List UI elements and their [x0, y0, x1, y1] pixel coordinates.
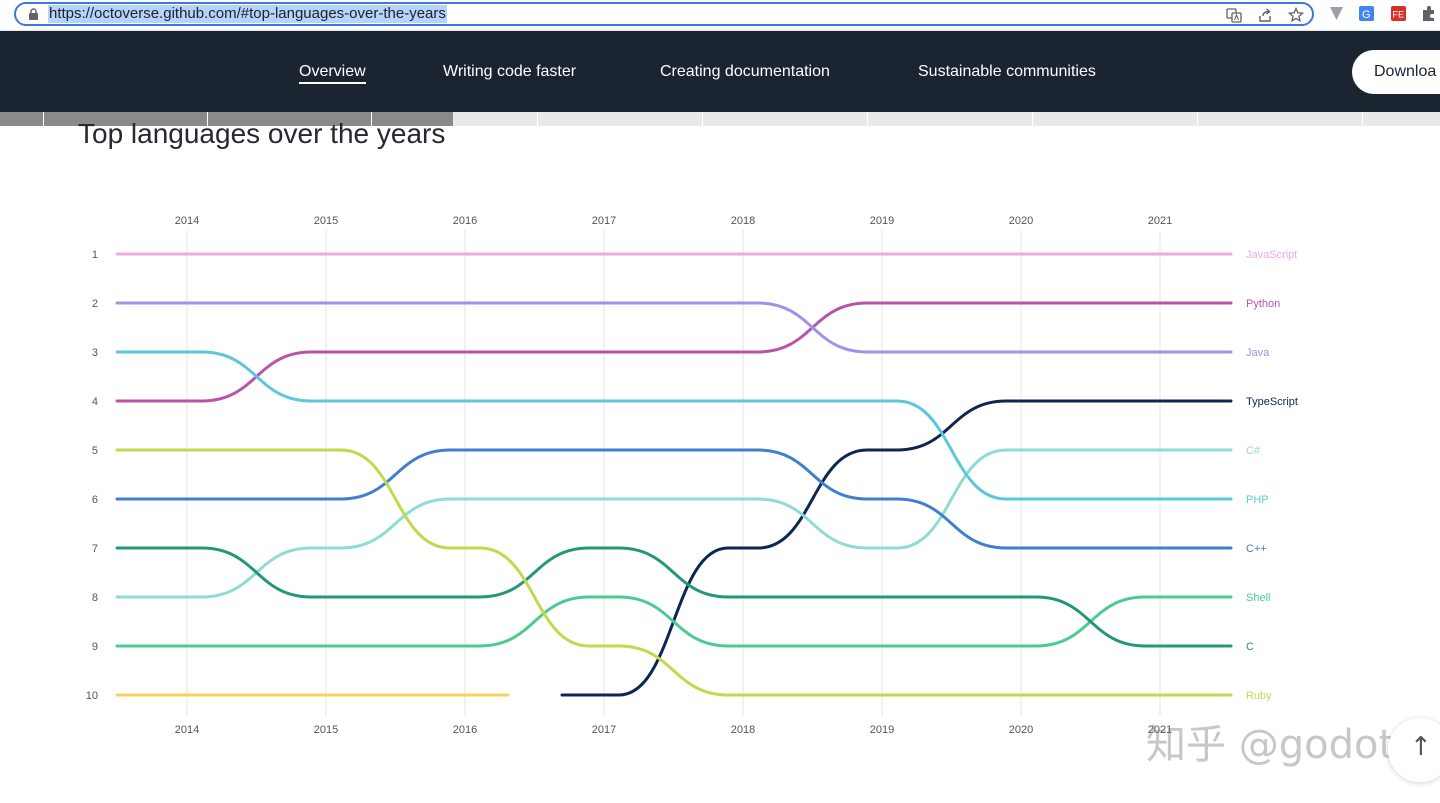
series-label-ruby: Ruby [1246, 690, 1272, 702]
series-label-typescript: TypeScript [1246, 396, 1298, 408]
extensions-puzzle-icon[interactable] [1420, 5, 1437, 22]
y-tick-4: 4 [92, 396, 98, 408]
translate-extension-icon[interactable]: G [1358, 5, 1375, 22]
series-line-ruby [115, 448, 1233, 697]
browser-toolbar: https://octoverse.github.com/#top-langua… [0, 0, 1440, 31]
y-tick-6: 6 [92, 494, 98, 506]
series-line-c [115, 448, 1233, 599]
series-line-typescript [560, 399, 1233, 697]
nav-overview[interactable]: Overview [299, 63, 366, 84]
x-tick-top-2018: 2018 [731, 215, 755, 227]
site-navigation: Overview Writing code faster Creating do… [0, 31, 1440, 112]
url-text[interactable]: https://octoverse.github.com/#top-langua… [48, 5, 447, 23]
series-line-shell [115, 595, 1233, 648]
y-tick-9: 9 [92, 641, 98, 653]
series-label-javascript: JavaScript [1246, 249, 1297, 261]
svg-text:FE: FE [1393, 10, 1405, 20]
series-line-java [115, 301, 1233, 354]
series-label-c: C# [1246, 445, 1261, 457]
series-line-c [115, 546, 1233, 648]
x-tick-top-2015: 2015 [314, 215, 338, 227]
chart-title: Top languages over the years [78, 118, 446, 149]
y-tick-5: 5 [92, 445, 98, 457]
series-label-java: Java [1246, 347, 1270, 359]
vpn-extension-icon[interactable] [1328, 5, 1345, 22]
nav-sustainable-communities[interactable]: Sustainable communities [918, 63, 1096, 80]
x-tick-bottom-2017: 2017 [592, 724, 616, 736]
series-label-c: C [1246, 641, 1254, 653]
x-tick-bottom-2021: 2021 [1148, 724, 1172, 736]
x-tick-bottom-2018: 2018 [731, 724, 755, 736]
x-tick-top-2020: 2020 [1009, 215, 1033, 227]
x-tick-bottom-2014: 2014 [175, 724, 199, 736]
arrow-up-icon: ↑ [1410, 732, 1432, 762]
fe-extension-icon[interactable]: FE [1390, 5, 1407, 22]
x-tick-top-2019: 2019 [870, 215, 894, 227]
x-tick-bottom-2019: 2019 [870, 724, 894, 736]
series-line-c [115, 448, 1233, 550]
star-icon[interactable] [1288, 7, 1304, 23]
x-tick-top-2017: 2017 [592, 215, 616, 227]
series-label-shell: Shell [1246, 592, 1270, 604]
svg-text:G: G [1362, 9, 1371, 21]
series-line-python [115, 301, 1233, 403]
address-bar[interactable]: https://octoverse.github.com/#top-langua… [14, 2, 1314, 26]
watermark: 知乎 @godot [1146, 722, 1395, 768]
x-tick-bottom-2016: 2016 [453, 724, 477, 736]
x-tick-bottom-2020: 2020 [1009, 724, 1033, 736]
section-progress-strip [0, 112, 1440, 126]
series-line-php [115, 350, 1233, 501]
y-tick-1: 1 [92, 249, 98, 261]
series-label-c: C++ [1246, 543, 1267, 555]
nav-writing-code-faster[interactable]: Writing code faster [443, 63, 577, 80]
y-tick-10: 10 [86, 690, 98, 702]
nav-creating-documentation[interactable]: Creating documentation [660, 63, 830, 80]
y-tick-3: 3 [92, 347, 98, 359]
series-label-php: PHP [1246, 494, 1269, 506]
x-tick-top-2021: 2021 [1148, 215, 1172, 227]
back-to-top-button[interactable]: ↑ [1388, 718, 1440, 782]
y-tick-2: 2 [92, 298, 98, 310]
x-tick-top-2014: 2014 [175, 215, 199, 227]
y-tick-8: 8 [92, 592, 98, 604]
x-tick-bottom-2015: 2015 [314, 724, 338, 736]
lock-icon [29, 8, 38, 20]
x-tick-top-2016: 2016 [453, 215, 477, 227]
series-label-python: Python [1246, 298, 1280, 310]
y-tick-7: 7 [92, 543, 98, 555]
download-button[interactable]: Downloa [1352, 50, 1440, 94]
translate-icon[interactable] [1226, 7, 1242, 23]
share-icon[interactable] [1257, 7, 1273, 23]
